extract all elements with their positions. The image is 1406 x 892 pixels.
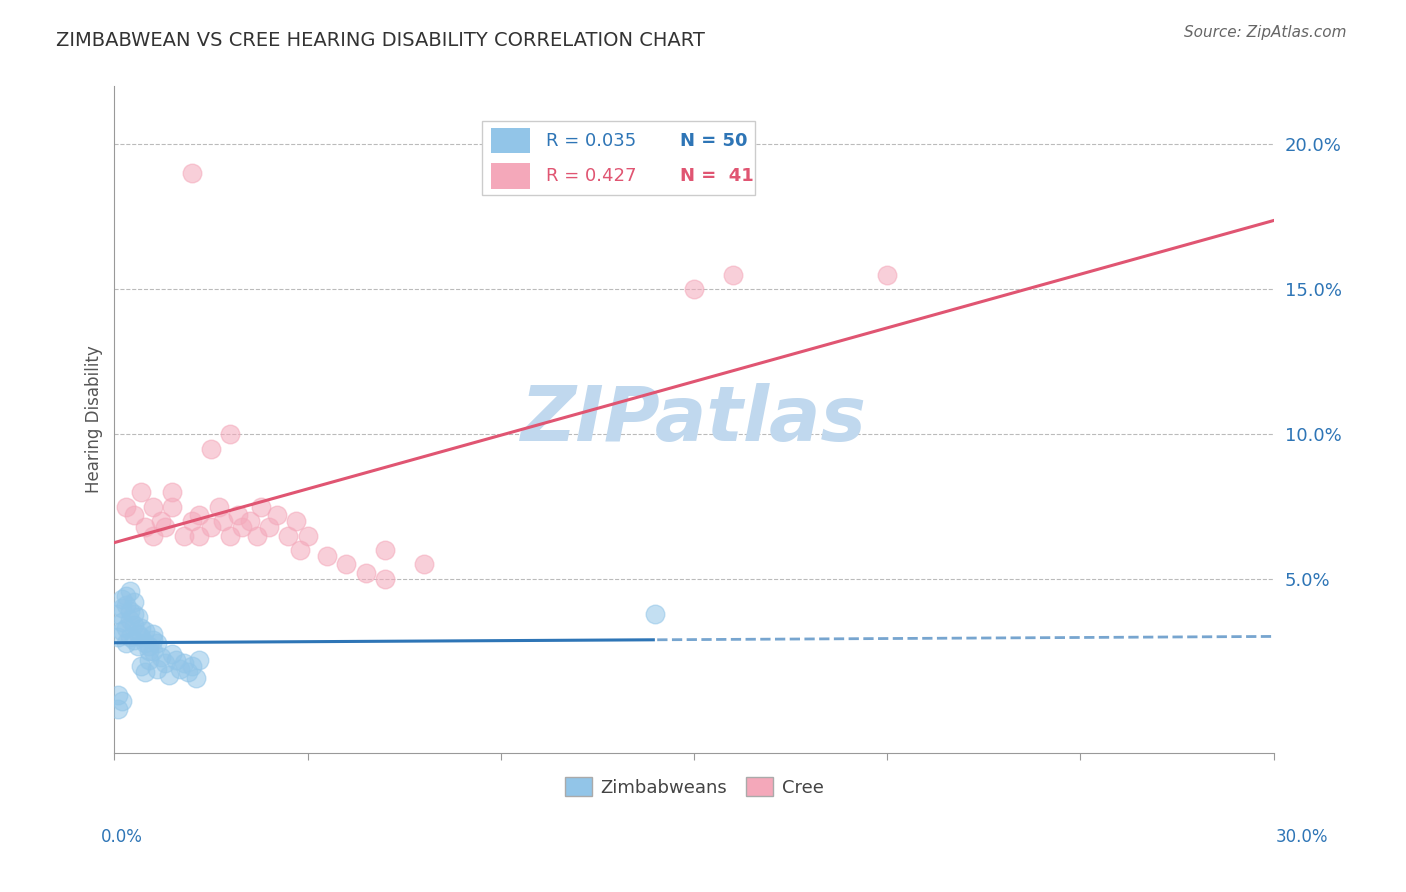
Point [153,656,176,670]
Point [118,630,141,644]
Point [208,500,231,514]
Point [127,639,149,653]
Point [200,520,222,534]
Point [122,607,145,621]
Point [118,604,141,618]
Point [876,268,898,282]
Point [142,627,165,641]
Point [173,528,195,542]
Point [219,528,242,542]
Point [107,630,129,644]
Point [111,624,134,639]
Point [122,595,145,609]
Point [219,427,242,442]
Point [131,621,153,635]
Point [246,528,269,542]
Text: ZIPatlas: ZIPatlas [522,383,868,457]
Point [266,508,288,523]
Point [412,558,434,572]
Point [721,268,744,282]
Text: 0.0%: 0.0% [101,828,143,846]
Point [134,624,156,639]
Text: ZIMBABWEAN VS CREE HEARING DISABILITY CORRELATION CHART: ZIMBABWEAN VS CREE HEARING DISABILITY CO… [56,31,706,50]
Point [297,528,319,542]
Point [335,558,357,572]
Point [134,665,156,679]
Point [138,653,160,667]
Point [180,659,202,673]
Point [162,500,184,514]
Legend: Zimbabweans, Cree: Zimbabweans, Cree [557,770,831,804]
Point [131,659,153,673]
Point [250,500,273,514]
Point [149,650,172,665]
Point [115,621,138,635]
Point [683,282,706,296]
Point [231,520,253,534]
Point [149,514,172,528]
Point [131,485,153,500]
Point [173,656,195,670]
Point [127,609,149,624]
Point [188,653,211,667]
Point [200,442,222,456]
Point [169,662,191,676]
Point [165,653,187,667]
Point [162,485,184,500]
Point [184,671,207,685]
Point [316,549,339,563]
Point [257,520,280,534]
Point [142,644,165,658]
Point [138,644,160,658]
Point [115,500,138,514]
Point [118,613,141,627]
Point [374,572,396,586]
Point [118,583,141,598]
Point [111,694,134,708]
Point [142,500,165,514]
Point [157,667,180,681]
Point [146,662,169,676]
Point [153,520,176,534]
Point [127,627,149,641]
Text: Source: ZipAtlas.com: Source: ZipAtlas.com [1184,25,1347,40]
Y-axis label: Hearing Disability: Hearing Disability [86,346,103,493]
Point [115,590,138,604]
Point [177,665,200,679]
Point [111,601,134,615]
Point [107,702,129,716]
Point [111,592,134,607]
Point [131,630,153,644]
Point [134,636,156,650]
Point [188,528,211,542]
Text: 30.0%: 30.0% [1277,828,1329,846]
Point [239,514,262,528]
Point [122,508,145,523]
Point [211,514,233,528]
Point [115,598,138,612]
Point [374,543,396,558]
Point [142,632,165,647]
Point [142,528,165,542]
Point [111,615,134,630]
Point [288,543,311,558]
Point [107,607,129,621]
Point [146,636,169,650]
Point [226,508,249,523]
Point [180,514,202,528]
Point [134,520,156,534]
Point [644,607,666,621]
Point [277,528,299,542]
Point [138,639,160,653]
Point [122,618,145,632]
Point [180,166,202,180]
Point [107,688,129,702]
Point [354,566,377,581]
Point [188,508,211,523]
Point [115,636,138,650]
Point [122,632,145,647]
Point [162,648,184,662]
Point [285,514,308,528]
